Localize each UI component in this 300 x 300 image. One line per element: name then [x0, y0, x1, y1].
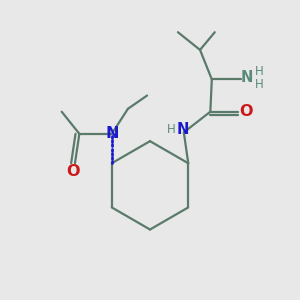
Text: N: N: [240, 70, 253, 85]
Text: H: H: [255, 78, 264, 91]
Text: O: O: [67, 164, 80, 179]
Text: H: H: [167, 124, 176, 136]
Text: O: O: [239, 104, 252, 119]
Text: H: H: [255, 64, 264, 78]
Text: N: N: [105, 126, 119, 141]
Text: N: N: [176, 122, 188, 137]
